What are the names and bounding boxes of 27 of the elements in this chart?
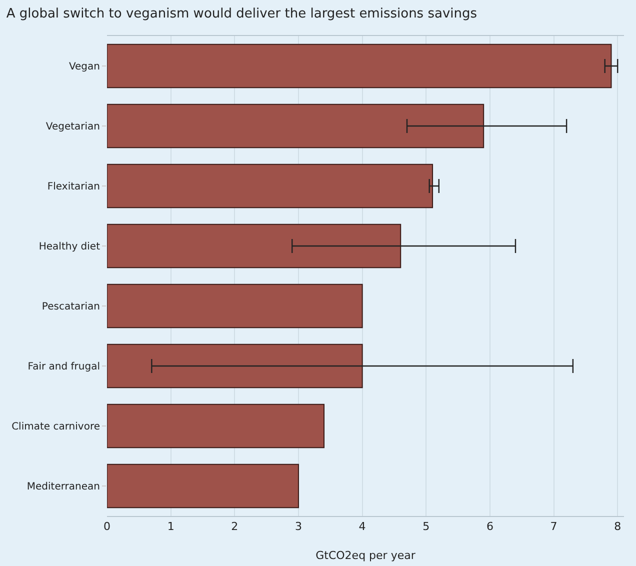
x-axis-title: GtCO2eq per year: [316, 549, 416, 562]
y-tick-label: Pescatarian: [42, 302, 100, 312]
y-tick-label: Climate carnivore: [12, 422, 100, 432]
y-tick-label: Vegan: [68, 62, 100, 72]
chart-title: A global switch to veganism would deliver the largest emissions savings: [6, 6, 478, 22]
y-tick-label: Fair and frugal: [28, 362, 100, 372]
bar: [107, 224, 402, 268]
x-tick-label: 5: [422, 520, 430, 534]
x-tick-label: 0: [104, 520, 110, 534]
bar: [107, 44, 612, 88]
x-tick-label: 7: [550, 520, 558, 534]
y-tick-label: Mediterranean: [26, 482, 100, 492]
bar: [107, 464, 299, 508]
bar: [107, 164, 434, 208]
x-tick-label: 6: [486, 520, 494, 534]
x-tick-label: 3: [294, 520, 302, 534]
y-tick-label: Flexitarian: [47, 182, 100, 192]
x-tick-label: 4: [358, 520, 366, 534]
y-tick-label: Healthy diet: [38, 242, 100, 252]
y-tick-label: Vegetarian: [46, 122, 100, 132]
bar: [107, 104, 484, 148]
x-tick-label: 8: [614, 520, 622, 534]
bar: [107, 284, 363, 328]
x-tick-label: 1: [167, 520, 174, 534]
bar: [107, 404, 325, 448]
bar: [107, 344, 363, 388]
x-tick-label: 2: [231, 520, 238, 534]
